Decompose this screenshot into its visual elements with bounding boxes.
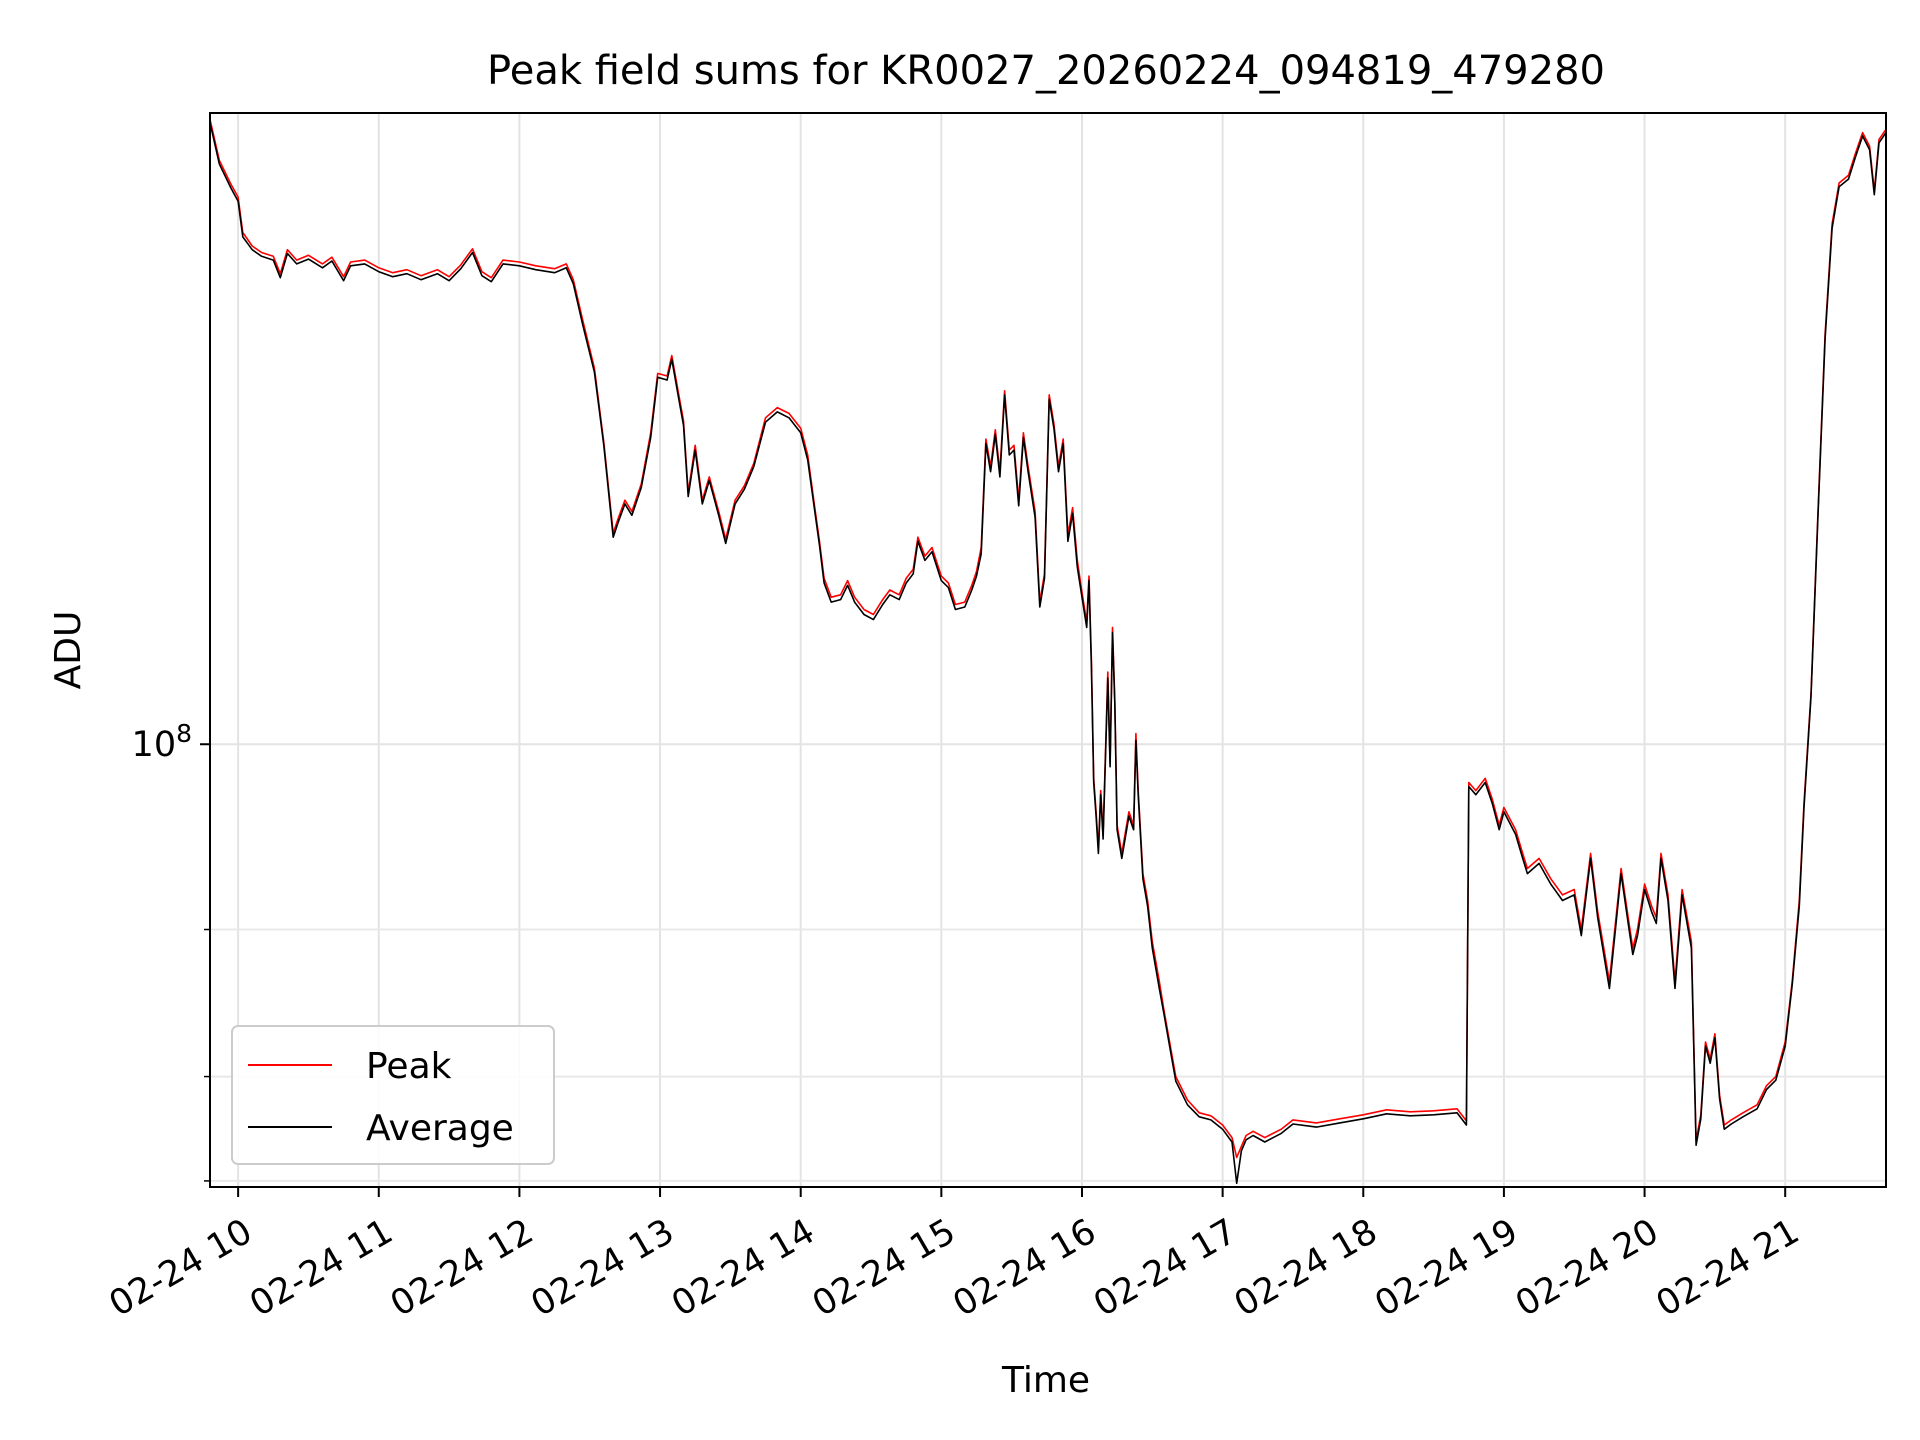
legend-label-average: Average (366, 1108, 514, 1149)
legend-label-peak: Peak (366, 1046, 452, 1087)
legend: Peak Average (231, 1025, 555, 1165)
x-axis-label: Time (1001, 1360, 1090, 1401)
y-tick-label: 108 (132, 719, 192, 765)
series-line-average (210, 122, 1886, 1185)
plot-frame (209, 112, 1887, 1188)
chart-title: Peak field sums for KR0027_20260224_0948… (487, 48, 1605, 94)
series-layer (210, 119, 1886, 1185)
legend-box (231, 1025, 555, 1165)
grid (210, 113, 1886, 1187)
y-axis-label: ADU (48, 611, 89, 690)
